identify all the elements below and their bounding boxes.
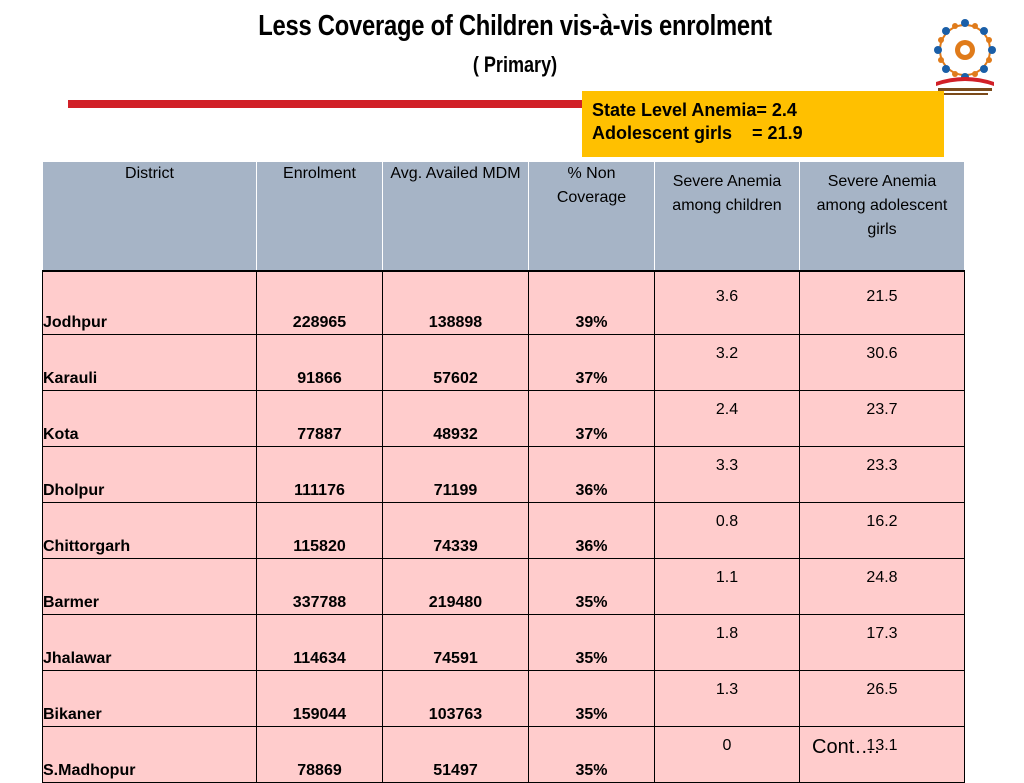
cell-anemia-girls: 17.3	[799, 614, 965, 671]
cell-avg-availed-mdm: 138898	[382, 270, 529, 335]
cell-non-coverage: 35%	[528, 726, 655, 783]
cell-district: Karauli	[42, 334, 257, 391]
table-row: Dholpur 111176 71199 36% 3.3 23.3	[42, 446, 965, 503]
cell-district: Chittorgarh	[42, 502, 257, 559]
cell-anemia-children: 3.6	[654, 270, 800, 335]
cell-enrolment: 228965	[256, 270, 383, 335]
table-row: Barmer 337788 219480 35% 1.1 24.8	[42, 558, 965, 615]
cell-enrolment: 114634	[256, 614, 383, 671]
cell-district: Barmer	[42, 558, 257, 615]
cell-anemia-children: 1.3	[654, 670, 800, 727]
cell-avg-availed-mdm: 51497	[382, 726, 529, 783]
cell-non-coverage: 36%	[528, 502, 655, 559]
page-title: Less Coverage of Children vis-à-vis enro…	[258, 10, 772, 42]
column-header-enrolment: Enrolment	[256, 161, 383, 272]
cell-anemia-children: 3.3	[654, 446, 800, 503]
cell-non-coverage: 39%	[528, 270, 655, 335]
cell-anemia-girls: 24.8	[799, 558, 965, 615]
table-row: Chittorgarh 115820 74339 36% 0.8 16.2	[42, 502, 965, 559]
column-header-avg-availed-mdm: Avg. Availed MDM	[382, 161, 529, 272]
column-header-district: District	[42, 161, 257, 272]
cell-avg-availed-mdm: 219480	[382, 558, 529, 615]
state-level-anemia-text: State Level Anemia= 2.4	[592, 100, 797, 120]
cell-avg-availed-mdm: 71199	[382, 446, 529, 503]
table-row: Jodhpur 228965 138898 39% 3.6 21.5	[42, 270, 965, 335]
column-header-non-coverage: % Non Coverage	[528, 161, 655, 272]
continued-label: Cont….	[812, 736, 880, 758]
state-anemia-info-box: State Level Anemia= 2.4 Adolescent girls…	[582, 91, 944, 157]
cell-district: Dholpur	[42, 446, 257, 503]
cell-avg-availed-mdm: 74339	[382, 502, 529, 559]
cell-avg-availed-mdm: 48932	[382, 390, 529, 447]
cell-non-coverage: 35%	[528, 558, 655, 615]
cell-anemia-girls: 26.5	[799, 670, 965, 727]
red-divider-bar	[68, 100, 648, 108]
cell-enrolment: 78869	[256, 726, 383, 783]
table-row: Kota 77887 48932 37% 2.4 23.7	[42, 390, 965, 447]
cell-enrolment: 115820	[256, 502, 383, 559]
cell-district: Bikaner	[42, 670, 257, 727]
cell-non-coverage: 35%	[528, 614, 655, 671]
cell-anemia-girls: 16.2	[799, 502, 965, 559]
cell-district: Jhalawar	[42, 614, 257, 671]
adolescent-girls-anemia-text: Adolescent girls = 21.9	[592, 123, 803, 143]
page-subtitle: ( Primary)	[472, 52, 558, 77]
cell-anemia-children: 1.1	[654, 558, 800, 615]
cell-avg-availed-mdm: 57602	[382, 334, 529, 391]
cell-anemia-children: 0	[654, 726, 800, 783]
cell-non-coverage: 37%	[528, 390, 655, 447]
cell-district: S.Madhopur	[42, 726, 257, 783]
cell-avg-availed-mdm: 103763	[382, 670, 529, 727]
column-header-severe-anemia-girls: Severe Anemia among adolescent girls	[799, 161, 965, 272]
cell-non-coverage: 35%	[528, 670, 655, 727]
cell-enrolment: 111176	[256, 446, 383, 503]
cell-anemia-children: 1.8	[654, 614, 800, 671]
cell-anemia-children: 0.8	[654, 502, 800, 559]
cell-anemia-girls: 21.5	[799, 270, 965, 335]
cell-enrolment: 337788	[256, 558, 383, 615]
table-row: Karauli 91866 57602 37% 3.2 30.6	[42, 334, 965, 391]
table-header-row: District Enrolment Avg. Availed MDM % No…	[42, 161, 965, 272]
column-header-severe-anemia-children: Severe Anemia among children	[654, 161, 800, 272]
table-row: Bikaner 159044 103763 35% 1.3 26.5	[42, 670, 965, 727]
table-row: Jhalawar 114634 74591 35% 1.8 17.3	[42, 614, 965, 671]
cell-avg-availed-mdm: 74591	[382, 614, 529, 671]
cell-anemia-girls: 23.3	[799, 446, 965, 503]
cell-enrolment: 159044	[256, 670, 383, 727]
cell-anemia-children: 2.4	[654, 390, 800, 447]
cell-district: Jodhpur	[42, 270, 257, 335]
cell-anemia-girls: 30.6	[799, 334, 965, 391]
cell-enrolment: 91866	[256, 334, 383, 391]
cell-enrolment: 77887	[256, 390, 383, 447]
cell-non-coverage: 37%	[528, 334, 655, 391]
cell-non-coverage: 36%	[528, 446, 655, 503]
cell-anemia-girls: 23.7	[799, 390, 965, 447]
cell-district: Kota	[42, 390, 257, 447]
mid-day-meal-scheme-logo-icon	[928, 16, 1002, 100]
district-coverage-table: District Enrolment Avg. Availed MDM % No…	[42, 161, 965, 783]
cell-anemia-children: 3.2	[654, 334, 800, 391]
